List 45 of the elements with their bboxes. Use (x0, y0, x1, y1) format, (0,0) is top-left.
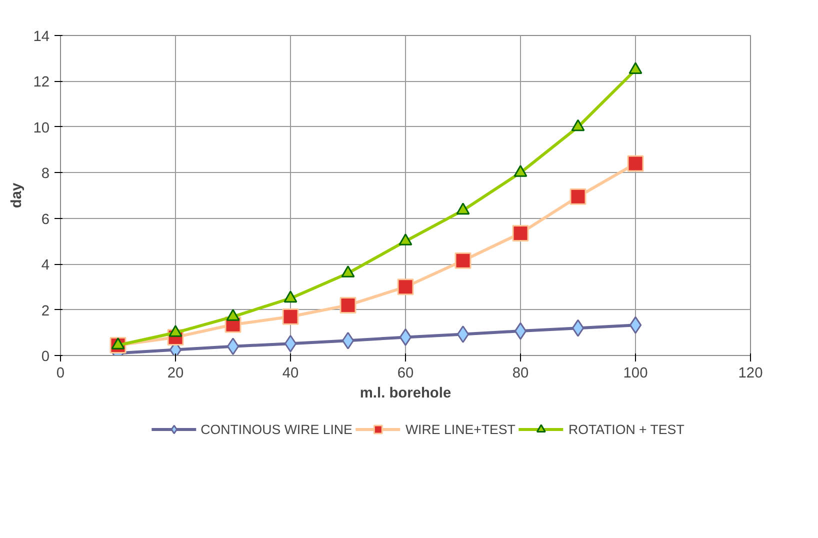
point (572, 319, 584, 337)
point (570, 188, 586, 205)
point (628, 62, 642, 74)
point (571, 119, 585, 132)
point (627, 155, 644, 172)
y-axis-title: day (9, 182, 26, 208)
point (284, 290, 298, 303)
point (226, 308, 240, 321)
x-tick-label: 80 (512, 366, 529, 382)
point (629, 316, 642, 334)
x-tick-label: 0 (56, 366, 65, 382)
y-tick-label: 14 (33, 29, 50, 45)
x-axis-title: m.l. borehole (360, 386, 452, 402)
y-tick-label: 12 (33, 74, 50, 91)
point (282, 308, 299, 325)
y-tick-label: 0 (41, 349, 50, 365)
point (111, 338, 125, 350)
y-tick-label: 8 (41, 166, 50, 182)
y-tick-label: 2 (41, 303, 50, 320)
point (168, 324, 182, 337)
point (514, 164, 528, 177)
point (514, 322, 527, 340)
point (456, 325, 470, 343)
point (284, 334, 297, 352)
x-tick-label: 20 (167, 366, 184, 382)
legend-label: ROTATION + TEST (568, 422, 684, 436)
point (226, 338, 240, 356)
y-tick-label: 6 (41, 212, 50, 228)
y-tick-label: 4 (41, 258, 50, 274)
legend-label: CONTINOUS WIRE LINE (200, 422, 352, 436)
point (397, 278, 414, 296)
x-tick-label: 120 (738, 366, 763, 382)
x-tick-label: 60 (397, 366, 414, 382)
point (456, 202, 470, 215)
point (398, 234, 412, 246)
point (512, 224, 529, 242)
x-tick-label: 40 (282, 366, 299, 382)
point (399, 328, 412, 346)
point (341, 266, 355, 278)
x-tick-label: 100 (623, 366, 648, 382)
point (340, 296, 356, 314)
y-tick-label: 10 (33, 120, 50, 136)
point (454, 252, 472, 269)
legend-label: WIRE LINE+TEST (405, 422, 516, 436)
point (342, 332, 354, 350)
